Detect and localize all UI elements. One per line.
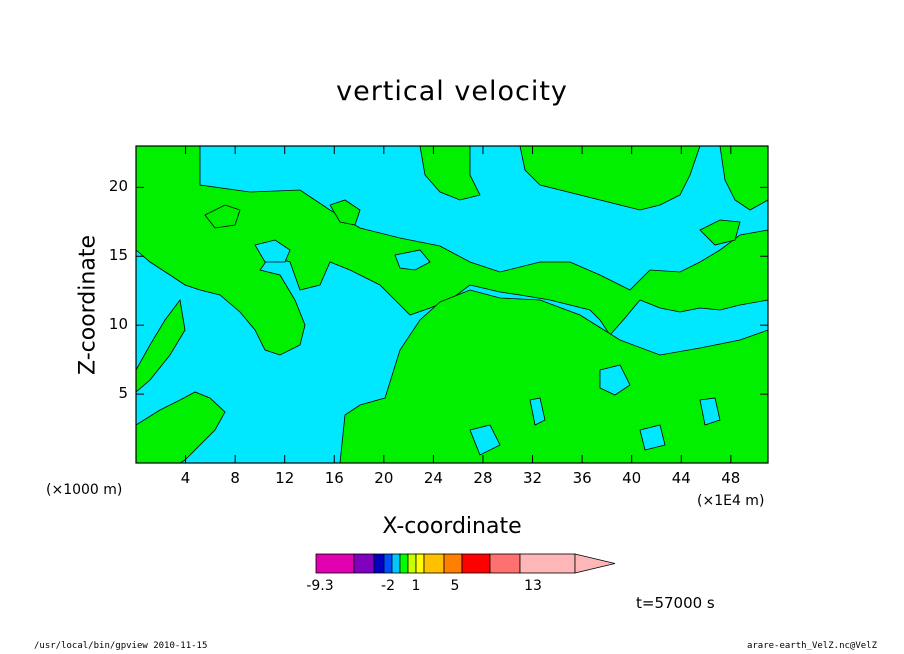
x-tick-label: 8 <box>230 469 240 487</box>
colorbar-swatch <box>423 553 445 574</box>
colorbar-swatch <box>391 553 401 574</box>
x-tick-label: 40 <box>622 469 642 487</box>
colorbar-swatch <box>489 553 521 574</box>
y-tick-label: 5 <box>118 384 128 403</box>
colorbar-label: 1 <box>411 578 421 594</box>
contour-field <box>136 146 768 463</box>
colorbar-label: 13 <box>524 578 542 594</box>
colorbar-swatch <box>399 553 409 574</box>
time-label: t=57000 s <box>636 594 715 612</box>
colorbar-swatch <box>443 553 463 574</box>
colorbar-label: -2 <box>381 578 395 594</box>
x-tick-label: 48 <box>721 469 741 487</box>
x-tick-marks <box>185 146 732 463</box>
y-tick-label: 10 <box>108 315 128 334</box>
colorbar-swatch <box>407 553 417 574</box>
x-axis-label: X-coordinate <box>382 514 522 539</box>
y-tick-marks <box>136 186 768 395</box>
x-tick-label: 36 <box>572 469 592 487</box>
footer-right: arare-earth_VelZ.nc@VelZ <box>746 641 877 651</box>
y-axis-label: Z-coordinate <box>75 235 101 375</box>
x-unit-label: (×1E4 m) <box>697 493 765 509</box>
negative-velocity-pockets <box>254 239 721 456</box>
footer-left: /usr/local/bin/gpview 2010-11-15 <box>34 641 208 651</box>
y-unit-label: (×1000 m) <box>46 482 123 498</box>
x-tick-label: 44 <box>671 469 691 487</box>
colorbar-swatch <box>315 553 355 574</box>
y-tick-label: 20 <box>108 177 128 196</box>
x-tick-label: 12 <box>275 469 295 487</box>
x-tick-label: 20 <box>374 469 394 487</box>
colorbar-swatch <box>519 553 576 574</box>
x-tick-label: 4 <box>180 469 191 487</box>
colorbar-swatch <box>383 553 393 574</box>
colorbar-label: 5 <box>450 578 460 594</box>
colorbar-swatch <box>353 553 375 574</box>
x-tick-label: 24 <box>423 469 443 487</box>
colorbar-extension <box>574 553 616 574</box>
colorbar-swatch <box>373 553 385 574</box>
x-tick-label: 28 <box>473 469 493 487</box>
x-tick-label: 32 <box>523 469 543 487</box>
chart-title: vertical velocity <box>336 76 568 107</box>
y-tick-label: 15 <box>108 246 128 265</box>
colorbar <box>315 553 616 574</box>
positive-velocity-regions <box>136 146 768 463</box>
colorbar-label: -9.3 <box>306 578 334 594</box>
colorbar-swatch <box>461 553 491 574</box>
colorbar-swatch <box>415 553 425 574</box>
x-tick-label: 16 <box>324 469 344 487</box>
plot-frame <box>135 145 769 464</box>
